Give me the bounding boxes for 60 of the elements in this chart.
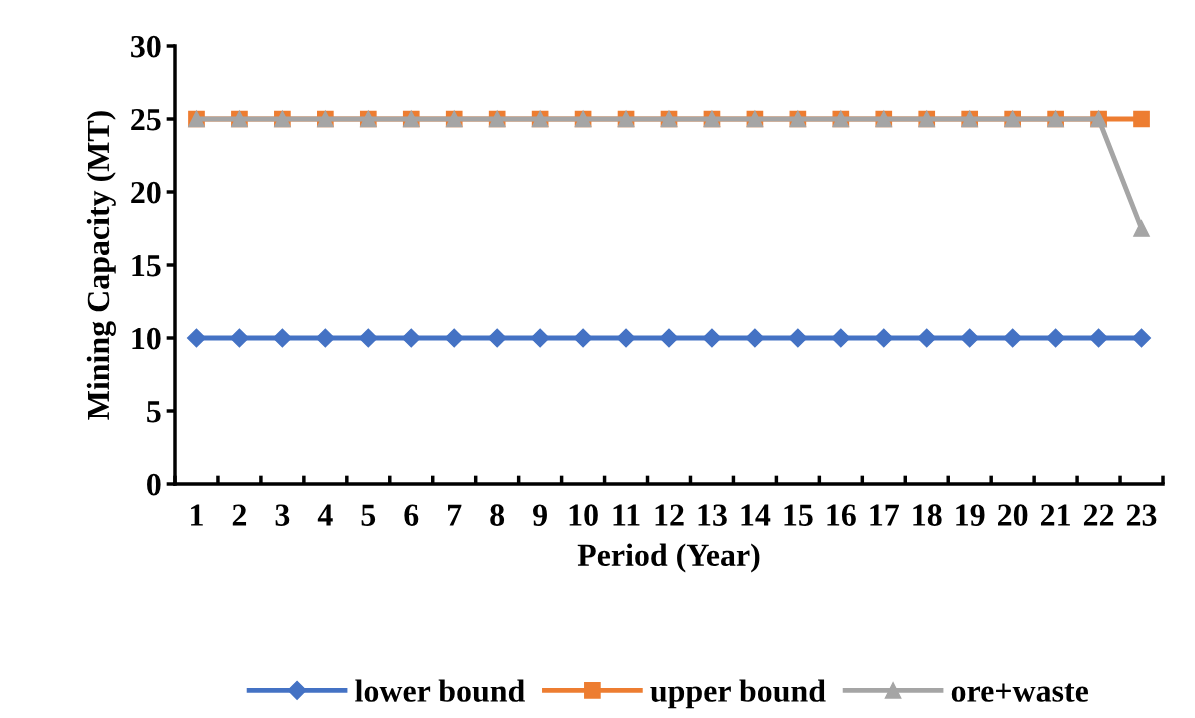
- y-tick-label: 30: [131, 35, 161, 58]
- x-tick-label: 5: [361, 504, 376, 526]
- y-tick-label: 5: [147, 401, 161, 423]
- x-tick-label: 10: [569, 504, 598, 526]
- point: [788, 328, 808, 348]
- point: [659, 328, 679, 348]
- x-tick-label: 7: [448, 504, 462, 526]
- legend-label: lower bound: [355, 679, 525, 702]
- x-tick-label: 12: [655, 504, 684, 526]
- x-tick-label: 3: [275, 504, 290, 526]
- x-tick-label: 16: [827, 504, 856, 526]
- point: [272, 328, 292, 348]
- legend-label: upper bound: [650, 679, 826, 709]
- x-tick-label: 4: [317, 504, 333, 526]
- point: [874, 328, 894, 348]
- y-tick-label: 10: [132, 327, 161, 350]
- x-tick-label: 13: [698, 504, 727, 526]
- x-tick-label: 21: [1040, 504, 1070, 526]
- y-tick-label: 15: [132, 254, 161, 277]
- point: [1003, 328, 1023, 348]
- y-tick-label: 25: [131, 108, 161, 131]
- point: [702, 328, 722, 348]
- point: [831, 328, 851, 348]
- point: [1131, 328, 1152, 348]
- y-tick-label: 0: [147, 473, 161, 496]
- x-axis-title: Period (Year): [577, 543, 760, 573]
- point: [573, 328, 593, 348]
- point: [530, 328, 550, 348]
- point: [1133, 220, 1150, 237]
- point: [487, 328, 507, 348]
- x-tick-label: 20: [998, 504, 1028, 526]
- x-tick-label: 14: [741, 504, 771, 526]
- y-axis-title: Mining Capacity (MT): [86, 111, 116, 420]
- x-tick-label: 23: [1126, 504, 1157, 526]
- point: [315, 328, 335, 348]
- point: [917, 328, 937, 348]
- x-tick-label: 1: [191, 504, 203, 526]
- point: [745, 328, 765, 348]
- x-tick-label: 6: [404, 504, 419, 526]
- point: [401, 328, 421, 348]
- x-tick-label: 19: [956, 504, 985, 526]
- x-tick-label: 22: [1083, 504, 1114, 526]
- point: [229, 328, 249, 348]
- point: [1089, 328, 1109, 348]
- point: [960, 328, 980, 348]
- x-tick-label: 17: [870, 504, 899, 526]
- point: [1046, 328, 1066, 348]
- x-tick-label: 15: [784, 504, 813, 526]
- point: [358, 328, 378, 348]
- legend-label: ore+waste: [951, 683, 1089, 702]
- y-tick-label: 20: [131, 181, 161, 204]
- point: [1133, 110, 1150, 128]
- x-tick-label: 8: [490, 504, 505, 526]
- x-tick-label: 2: [232, 504, 247, 526]
- point: [444, 328, 464, 348]
- point: [616, 328, 636, 348]
- x-tick-label: 9: [533, 504, 547, 526]
- x-tick-label: 18: [913, 504, 942, 526]
- point: [186, 328, 207, 348]
- x-tick-label: 11: [613, 504, 640, 526]
